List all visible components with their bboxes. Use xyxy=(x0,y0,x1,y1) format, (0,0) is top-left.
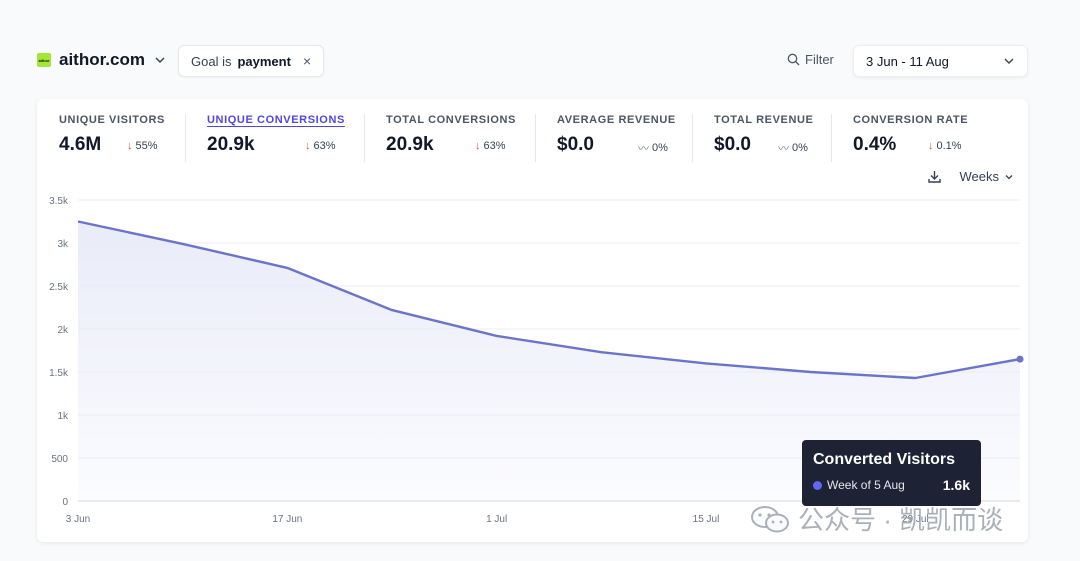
metric-change-value: 0% xyxy=(792,142,808,154)
metric-unique-visitors[interactable]: UNIQUE VISITORS 4.6M ↓ 55% xyxy=(59,114,165,156)
chevron-down-icon xyxy=(155,57,165,64)
x-tick-label: 1 Jul xyxy=(486,514,507,525)
metric-label: CONVERSION RATE xyxy=(853,114,969,126)
chart-tooltip: Converted Visitors Week of 5 Aug 1.6k xyxy=(802,440,981,506)
metric-value: 20.9k xyxy=(386,134,434,155)
metric-unique-conversions[interactable]: UNIQUE CONVERSIONS 20.9k ↓ 63% xyxy=(207,114,345,156)
download-icon[interactable] xyxy=(927,169,942,184)
y-tick-label: 2.5k xyxy=(49,282,69,293)
metric-change-value: 63% xyxy=(313,140,336,152)
metric-average-revenue[interactable]: AVERAGE REVENUE $0.0 〰 0% xyxy=(557,114,676,156)
top-bar: aithor aithor.com Goal is payment × Filt… xyxy=(0,0,1080,100)
series-dot xyxy=(813,480,822,490)
date-range-value: 3 Jun - 11 Aug xyxy=(866,53,949,69)
chevron-down-icon xyxy=(1004,58,1014,64)
metric-label: TOTAL REVENUE xyxy=(714,114,814,126)
metric-value: 20.9k xyxy=(207,134,255,155)
wechat-icon xyxy=(751,505,789,532)
y-tick-label: 3k xyxy=(57,239,69,250)
metric-divider xyxy=(692,114,693,162)
metric-change: ↓ 63% xyxy=(305,140,336,152)
metric-change-value: 0% xyxy=(652,142,668,154)
metric-conversion-rate[interactable]: CONVERSION RATE 0.4% ↓ 0.1% xyxy=(853,114,968,156)
metric-change-value: 63% xyxy=(483,140,506,152)
y-tick-label: 1k xyxy=(57,411,69,422)
arrow-down-icon: ↓ xyxy=(928,140,934,152)
filter-button[interactable]: Filter xyxy=(787,52,834,67)
remove-goal-close-icon[interactable]: × xyxy=(302,53,312,69)
arrow-down-icon: ↓ xyxy=(305,140,311,152)
metric-divider xyxy=(185,114,186,162)
y-tick-label: 3.5k xyxy=(49,196,69,207)
metric-value: $0.0 xyxy=(714,134,751,155)
metric-change-value: 55% xyxy=(135,140,158,152)
metric-label: UNIQUE VISITORS xyxy=(59,114,165,126)
data-point[interactable] xyxy=(1016,355,1024,363)
metric-total-conversions[interactable]: TOTAL CONVERSIONS 20.9k ↓ 63% xyxy=(386,114,516,156)
watermark-text: 公众号 · 凯凯而谈 xyxy=(798,505,1004,535)
metric-change-value: 0.1% xyxy=(936,140,962,152)
tooltip-title: Converted Visitors xyxy=(813,451,955,468)
site-favicon: aithor xyxy=(37,53,51,67)
series-line xyxy=(77,220,1021,380)
watermark: 公众号 · 凯凯而谈 xyxy=(750,500,1003,537)
conversions-chart[interactable]: 0 500 1k 1.5k 2k 2.5k 3k 3.5k 3 Jun 17 Jun 1 Jul 15… xyxy=(37,99,1028,542)
x-tick-label: 3 Jun xyxy=(66,514,90,525)
series-area xyxy=(78,221,1020,501)
chevron-down-icon xyxy=(1005,174,1013,179)
site-name: aithor.com xyxy=(59,50,145,69)
arrow-down-icon: ↓ xyxy=(127,140,133,152)
trend-flat-icon: 〰 xyxy=(638,143,649,155)
tooltip-series: Week of 5 Aug xyxy=(813,478,905,492)
metric-total-revenue[interactable]: TOTAL REVENUE $0.0 〰 0% xyxy=(714,114,813,156)
metric-label: AVERAGE REVENUE xyxy=(557,114,676,126)
trend-flat-icon: 〰 xyxy=(778,143,789,155)
x-tick-label: 17 Jun xyxy=(272,514,302,525)
y-tick-label: 0 xyxy=(62,497,68,508)
metric-change: 〰 0% xyxy=(638,140,668,156)
y-tick-label: 500 xyxy=(51,454,68,465)
metric-divider xyxy=(364,114,365,162)
tooltip-label: Week of 5 Aug xyxy=(827,478,905,492)
metric-change: ↓ 63% xyxy=(475,140,506,152)
metric-label: TOTAL CONVERSIONS xyxy=(386,114,516,126)
metric-divider xyxy=(535,114,536,162)
y-tick-label: 1.5k xyxy=(49,368,69,379)
goal-filter-chip: Goal is payment × xyxy=(178,45,325,77)
filter-label: Filter xyxy=(805,52,834,67)
metric-change: ↓ 55% xyxy=(127,140,158,152)
metric-label: UNIQUE CONVERSIONS xyxy=(207,114,345,126)
search-icon xyxy=(787,53,800,66)
arrow-down-icon: ↓ xyxy=(475,140,481,152)
x-tick-label: 15 Jul xyxy=(693,514,720,525)
metric-change: ↓ 0.1% xyxy=(928,140,962,152)
interval-label: Weeks xyxy=(959,169,1000,184)
metric-value: $0.0 xyxy=(557,134,594,155)
interval-select[interactable]: Weeks xyxy=(960,169,1015,184)
chart-controls: Weeks xyxy=(927,169,1015,184)
x-tick-label: 29 Jul xyxy=(902,514,929,525)
tooltip-value: 1.6k xyxy=(942,477,970,493)
date-range-select[interactable]: 3 Jun - 11 Aug xyxy=(853,45,1028,77)
metric-divider xyxy=(831,114,832,162)
stats-card: UNIQUE VISITORS 4.6M ↓ 55% UNIQUE CONVERSION… xyxy=(37,99,1028,542)
metric-value: 0.4% xyxy=(853,134,897,155)
y-tick-label: 2k xyxy=(57,325,69,336)
metric-change: 〰 0% xyxy=(778,140,808,156)
metric-value: 4.6M xyxy=(59,134,102,155)
site-switcher[interactable]: aithor aithor.com xyxy=(37,50,167,70)
goal-value: payment xyxy=(237,53,291,69)
goal-prefix: Goal is xyxy=(191,53,232,69)
